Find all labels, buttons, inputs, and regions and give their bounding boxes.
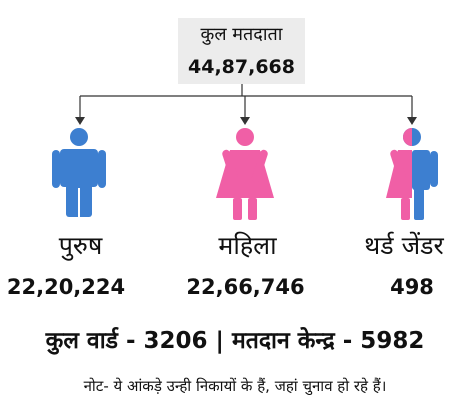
- female-label: महिला: [218, 231, 277, 260]
- male-count: 22,20,224: [6, 275, 126, 299]
- footnote: नोट- ये आंकड़े उन्ही निकायों के हैं, जहा…: [83, 377, 387, 395]
- female-count: 22,66,746: [186, 275, 305, 299]
- total-voters-value: 44,87,668: [188, 56, 295, 78]
- total-voters-box: [178, 18, 305, 84]
- female-person-icon: [216, 128, 274, 220]
- third-gender-person-icon: [386, 128, 438, 220]
- total-voters-label: कुल मतदाता: [200, 24, 283, 45]
- male-label: पुरुष: [58, 231, 103, 260]
- third-gender-count: 498: [390, 275, 434, 299]
- ward-booth-summary: कुल वार्ड - 3206 | मतदान केन्द्र - 5982: [45, 328, 425, 354]
- third-gender-label: थर्ड जेंडर: [364, 231, 444, 260]
- male-person-icon: [52, 128, 106, 217]
